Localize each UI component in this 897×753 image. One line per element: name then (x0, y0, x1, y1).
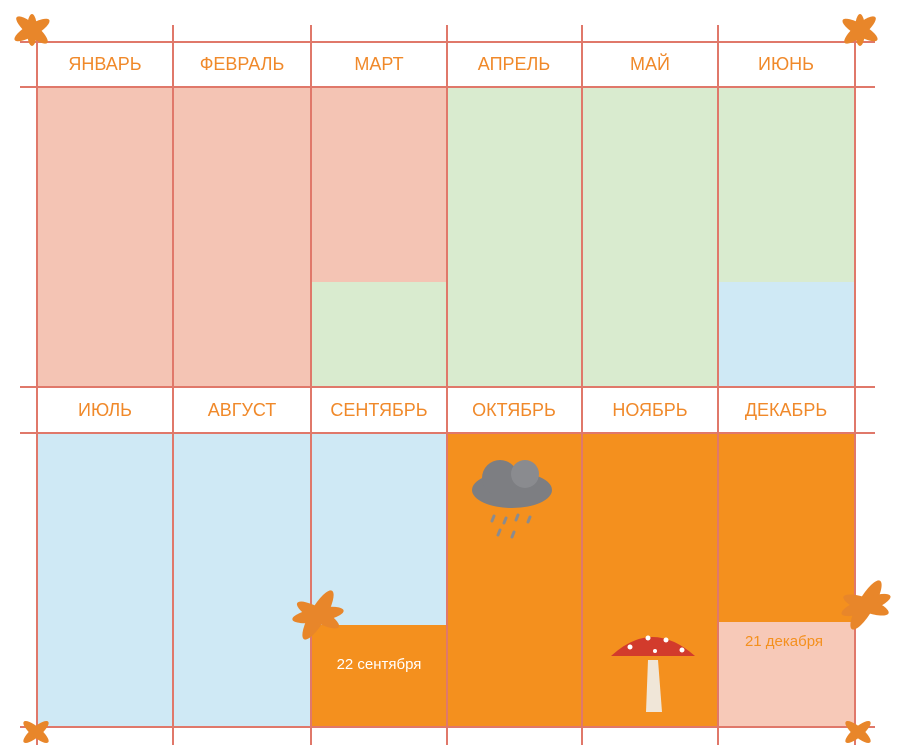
cell-jun-top (718, 87, 855, 282)
month: ОКТЯБРЬ (472, 400, 556, 420)
month: ИЮНЬ (758, 54, 814, 74)
mushroom (611, 635, 695, 712)
headers: ЯНВАРЬ ФЕВРАЛЬ МАРТ АПРЕЛЬ МАЙ ИЮНЬ ИЮЛЬ… (68, 53, 827, 420)
cell-sep-bottom (311, 625, 447, 727)
month: СЕНТЯБРЬ (330, 400, 427, 420)
month: ФЕВРАЛЬ (200, 54, 285, 74)
annotation: 22 сентября (337, 656, 422, 673)
month: ИЮЛЬ (78, 400, 132, 420)
cloud (472, 460, 552, 539)
month: АПРЕЛЬ (478, 54, 550, 74)
month: НОЯБРЬ (612, 400, 687, 420)
cell-jun-bottom (718, 282, 855, 387)
cell-dec-bottom (718, 622, 855, 727)
cell-mar-top (311, 87, 447, 282)
month: МАЙ (630, 53, 670, 74)
month: МАРТ (354, 54, 403, 74)
month: ДЕКАБРЬ (745, 400, 827, 420)
cell-mar-bottom (311, 282, 447, 387)
leaves (14, 14, 891, 743)
month: АВГУСТ (208, 400, 277, 420)
annotation: 21 декабря (745, 633, 823, 650)
month: ЯНВАРЬ (68, 54, 141, 74)
